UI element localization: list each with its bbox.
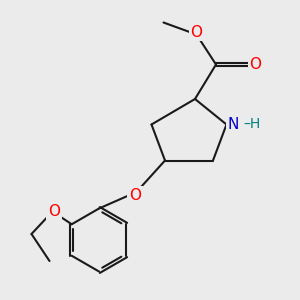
Text: O: O [129, 188, 141, 203]
Text: O: O [190, 25, 202, 40]
Text: O: O [48, 204, 60, 219]
Text: O: O [250, 57, 262, 72]
Text: N: N [227, 117, 239, 132]
Text: –H: –H [243, 118, 260, 131]
